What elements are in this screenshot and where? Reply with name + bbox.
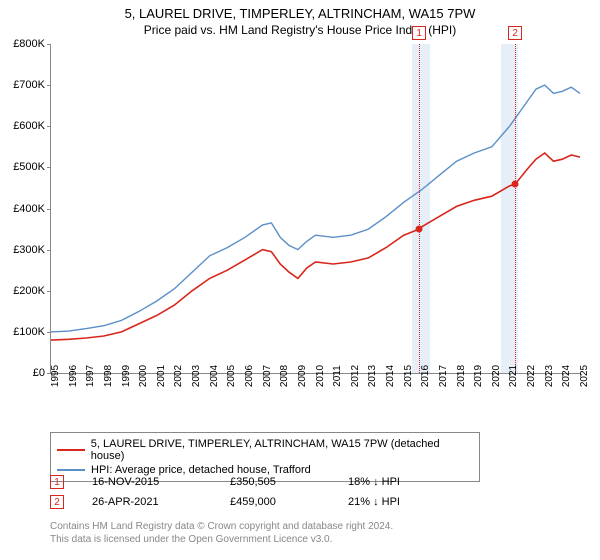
sale-date: 16-NOV-2015 (92, 476, 202, 488)
sale-marker-box: 2 (508, 26, 522, 40)
sale-row-marker: 2 (50, 495, 64, 509)
xtick-label: 2003 (191, 365, 202, 387)
ytick-label: £600K (13, 120, 45, 132)
xtick-label: 2025 (579, 365, 590, 387)
xtick-label: 2024 (561, 365, 572, 387)
xtick-label: 2002 (173, 365, 184, 387)
xtick-label: 2016 (420, 365, 431, 387)
copyright-line1: Contains HM Land Registry data © Crown c… (50, 520, 393, 533)
copyright-line2: This data is licensed under the Open Gov… (50, 533, 393, 546)
series-price_paid (51, 153, 580, 340)
chart-area: 12 £0£100K£200K£300K£400K£500K£600K£700K… (50, 44, 580, 394)
chart-container: 5, LAUREL DRIVE, TIMPERLEY, ALTRINCHAM, … (0, 0, 600, 560)
sales-table: 1 16-NOV-2015 £350,505 18% ↓ HPI 2 26-APR-202… (50, 472, 400, 512)
ytick-mark (47, 209, 51, 210)
xtick-label: 2012 (350, 365, 361, 387)
sale-delta: 21% ↓ HPI (348, 496, 400, 508)
xtick-label: 2013 (367, 365, 378, 387)
sale-price: £459,000 (230, 496, 320, 508)
sale-vline (515, 44, 516, 373)
xtick-label: 2008 (279, 365, 290, 387)
xtick-label: 1995 (50, 365, 61, 387)
copyright: Contains HM Land Registry data © Crown c… (50, 520, 393, 546)
xtick-label: 2009 (297, 365, 308, 387)
xtick-label: 2020 (491, 365, 502, 387)
ytick-mark (47, 126, 51, 127)
legend-swatch (57, 469, 85, 471)
legend-swatch (57, 449, 85, 451)
xtick-label: 2000 (138, 365, 149, 387)
ytick-mark (47, 250, 51, 251)
xtick-label: 2023 (544, 365, 555, 387)
xtick-label: 2004 (209, 365, 220, 387)
sale-vline (419, 44, 420, 373)
xtick-label: 2001 (156, 365, 167, 387)
ytick-label: £500K (13, 161, 45, 173)
ytick-label: £400K (13, 203, 45, 215)
ytick-label: £700K (13, 79, 45, 91)
ytick-label: £300K (13, 244, 45, 256)
sale-point-dot (416, 226, 423, 233)
sale-row: 1 16-NOV-2015 £350,505 18% ↓ HPI (50, 472, 400, 492)
xtick-label: 2007 (262, 365, 273, 387)
ytick-mark (47, 291, 51, 292)
xtick-label: 1996 (68, 365, 79, 387)
line-series-svg (51, 44, 581, 374)
sale-price: £350,505 (230, 476, 320, 488)
ytick-label: £0 (33, 367, 45, 379)
sale-date: 26-APR-2021 (92, 496, 202, 508)
series-hpi (51, 85, 580, 332)
chart-title: 5, LAUREL DRIVE, TIMPERLEY, ALTRINCHAM, … (0, 0, 600, 21)
xtick-label: 2011 (332, 365, 343, 387)
xtick-label: 2019 (473, 365, 484, 387)
xtick-label: 2017 (438, 365, 449, 387)
xtick-label: 1997 (85, 365, 96, 387)
ytick-label: £100K (13, 326, 45, 338)
sale-marker-box: 1 (412, 26, 426, 40)
ytick-label: £800K (13, 38, 45, 50)
xtick-label: 2021 (508, 365, 519, 387)
plot-region: 12 (50, 44, 580, 374)
xtick-label: 2005 (226, 365, 237, 387)
ytick-label: £200K (13, 285, 45, 297)
legend-label: 5, LAUREL DRIVE, TIMPERLEY, ALTRINCHAM, … (91, 438, 473, 462)
xtick-label: 2006 (244, 365, 255, 387)
xtick-label: 2010 (315, 365, 326, 387)
xtick-label: 2022 (526, 365, 537, 387)
ytick-mark (47, 332, 51, 333)
sale-row: 2 26-APR-2021 £459,000 21% ↓ HPI (50, 492, 400, 512)
sale-delta: 18% ↓ HPI (348, 476, 400, 488)
xtick-label: 1998 (103, 365, 114, 387)
xtick-label: 2018 (456, 365, 467, 387)
legend-row: 5, LAUREL DRIVE, TIMPERLEY, ALTRINCHAM, … (57, 437, 473, 463)
xtick-label: 2014 (385, 365, 396, 387)
xtick-label: 1999 (121, 365, 132, 387)
sale-point-dot (512, 181, 519, 188)
ytick-mark (47, 167, 51, 168)
ytick-mark (47, 85, 51, 86)
xtick-label: 2015 (403, 365, 414, 387)
sale-row-marker: 1 (50, 475, 64, 489)
ytick-mark (47, 44, 51, 45)
